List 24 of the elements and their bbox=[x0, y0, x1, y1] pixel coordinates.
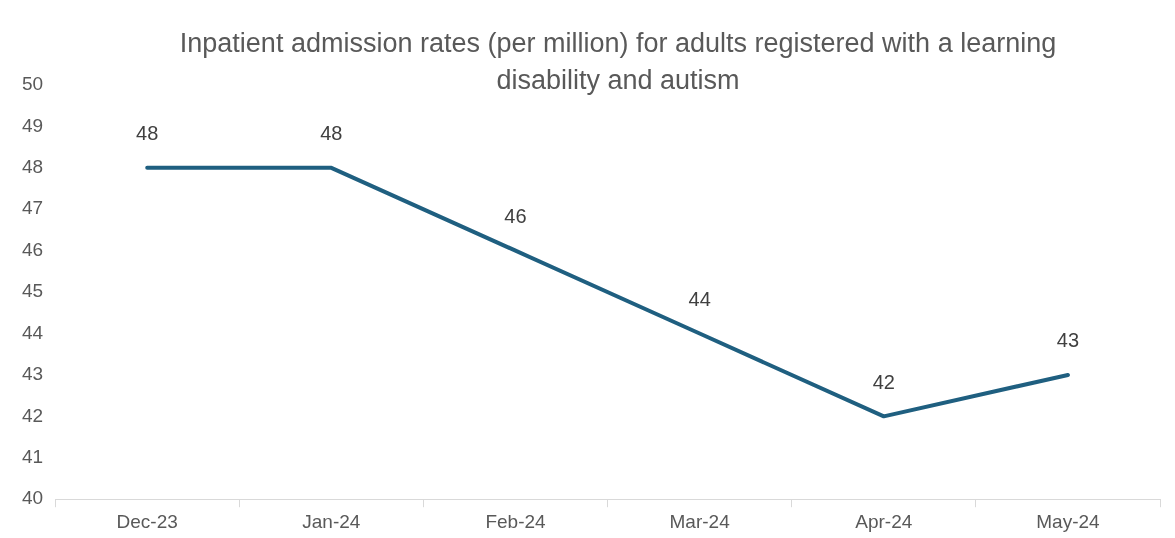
data-label: 48 bbox=[136, 122, 159, 145]
chart-title: Inpatient admission rates (per million) for adults registered with a learning disability and autism bbox=[179, 28, 1057, 96]
x-tick-label: May-24 bbox=[1036, 510, 1101, 532]
y-tick-label: 50 bbox=[21, 73, 44, 95]
x-tick-label: Apr-24 bbox=[855, 510, 913, 532]
y-tick-label: 43 bbox=[21, 363, 44, 385]
x-tick-label: Jan-24 bbox=[302, 510, 361, 532]
y-tick-label: 41 bbox=[21, 446, 44, 468]
data-label: 48 bbox=[320, 122, 343, 145]
y-tick-label: 42 bbox=[21, 404, 44, 426]
y-tick-label: 47 bbox=[21, 197, 44, 219]
y-tick-label: 45 bbox=[21, 280, 44, 302]
x-tick-label: Feb-24 bbox=[485, 510, 547, 532]
y-tick-label: 46 bbox=[21, 238, 44, 260]
data-label: 44 bbox=[688, 288, 711, 311]
y-tick-label: 44 bbox=[21, 321, 44, 343]
x-tick-label: Dec-23 bbox=[116, 510, 178, 532]
y-tick-label: 48 bbox=[21, 156, 44, 178]
data-label: 43 bbox=[1056, 329, 1080, 352]
y-tick-label: 49 bbox=[21, 114, 44, 136]
x-tick-label: Mar-24 bbox=[669, 510, 731, 532]
data-label: 42 bbox=[872, 370, 895, 393]
data-label: 46 bbox=[504, 205, 527, 228]
y-tick-label: 40 bbox=[21, 487, 44, 509]
